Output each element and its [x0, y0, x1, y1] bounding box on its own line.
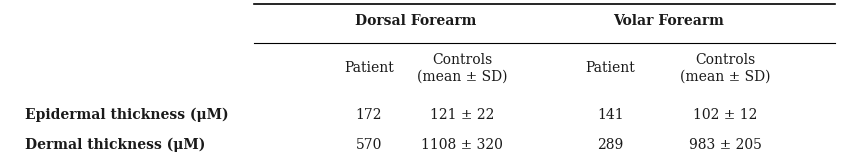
Text: Controls
(mean ± SD): Controls (mean ± SD) — [680, 53, 770, 83]
Text: Patient: Patient — [344, 61, 393, 75]
Text: 1108 ± 320: 1108 ± 320 — [421, 138, 503, 152]
Text: 141: 141 — [597, 108, 624, 122]
Text: Dorsal Forearm: Dorsal Forearm — [354, 14, 477, 27]
Text: Patient: Patient — [586, 61, 635, 75]
Text: Dermal thickness (μM): Dermal thickness (μM) — [25, 137, 206, 152]
Text: Epidermal thickness (μM): Epidermal thickness (μM) — [25, 107, 229, 122]
Text: 983 ± 205: 983 ± 205 — [689, 138, 762, 152]
Text: Controls
(mean ± SD): Controls (mean ± SD) — [417, 53, 507, 83]
Text: 121 ± 22: 121 ± 22 — [430, 108, 494, 122]
Text: 102 ± 12: 102 ± 12 — [693, 108, 757, 122]
Text: Volar Forearm: Volar Forearm — [613, 14, 723, 27]
Text: 570: 570 — [355, 138, 382, 152]
Text: 172: 172 — [355, 108, 382, 122]
Text: 289: 289 — [598, 138, 623, 152]
